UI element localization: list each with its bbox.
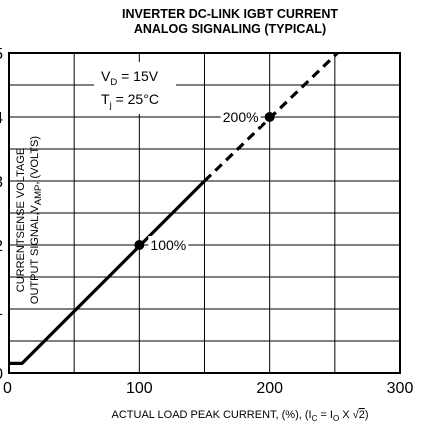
marker-label: 100% (150, 237, 186, 253)
conditions-box-frame (94, 62, 176, 114)
y-tick-label: 3 (0, 174, 3, 191)
x-axis-label: ACTUAL LOAD PEAK CURRENT, (%), (IC = IO … (112, 409, 369, 423)
conditions-box: VD = 15V Tj = 25°C (94, 62, 176, 114)
plot-frame (8, 52, 401, 374)
x-axis-label-text: ACTUAL LOAD PEAK CURRENT, (%), (IC = IO … (112, 409, 369, 423)
y-tick-label: 1 (0, 302, 3, 319)
chart-title: INVERTER DC-LINK IGBT CURRENT ANALOG SIG… (122, 7, 338, 36)
x-tick-label: 300 (387, 380, 414, 397)
x-tick-label: 100 (126, 380, 153, 397)
data-point-marker (134, 240, 145, 250)
x-tick-labels: 0 100 200 300 (3, 380, 413, 397)
sqrt-radicand: 2 (359, 409, 365, 421)
y-tick-label: 5 (0, 46, 3, 63)
y-tick-label: 4 (0, 110, 3, 127)
marker-label-background (220, 108, 261, 126)
markers-group: 100% 200% (134, 108, 275, 254)
y-axis-label-line-1: CURRENTSENSE VOLTAGE (15, 148, 27, 292)
sqrt-sign: √ (353, 409, 360, 421)
chart-title-line-2: ANALOG SIGNALING (TYPICAL) (134, 22, 326, 36)
y-tick-labels: 0 1 2 3 4 5 (0, 46, 3, 383)
y-axis-label: CURRENTSENSE VOLTAGE OUTPUT SIGNAL,VAMP,… (15, 136, 44, 304)
y-tick-label: 0 (0, 366, 3, 383)
marker-label: 200% (223, 109, 259, 125)
series-line-solid (9, 179, 206, 365)
condition-tj: Tj = 25°C (101, 91, 159, 111)
data-point-marker (264, 112, 275, 122)
chart-title-line-1: INVERTER DC-LINK IGBT CURRENT (122, 7, 338, 21)
x-tick-label: 0 (3, 380, 12, 397)
y-tick-label: 2 (0, 238, 3, 255)
marker-label-background (148, 236, 189, 254)
y-axis-label-line-2: OUTPUT SIGNAL,VAMP, (VOLTS) (29, 136, 44, 304)
condition-vd: VD = 15V (101, 68, 159, 88)
grid (9, 53, 400, 373)
x-tick-label: 200 (256, 380, 283, 397)
